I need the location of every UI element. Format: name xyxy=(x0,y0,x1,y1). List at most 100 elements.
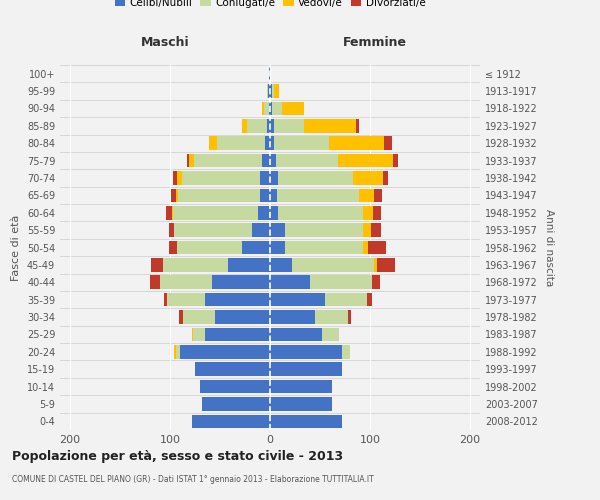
Bar xyxy=(270,310,315,324)
Bar xyxy=(274,119,304,132)
Bar xyxy=(262,154,270,168)
Bar xyxy=(315,310,348,324)
Y-axis label: Fasce di età: Fasce di età xyxy=(11,214,21,280)
Bar xyxy=(172,206,173,220)
Text: Femmine: Femmine xyxy=(343,36,407,50)
Bar xyxy=(169,224,174,237)
Bar xyxy=(359,188,374,202)
Bar xyxy=(258,206,270,220)
Bar xyxy=(270,397,332,410)
Bar xyxy=(212,276,270,289)
Bar xyxy=(270,119,274,132)
Bar xyxy=(176,345,180,358)
Bar xyxy=(163,258,228,272)
Bar xyxy=(264,102,269,115)
Bar xyxy=(285,224,363,237)
Bar xyxy=(228,258,270,272)
Bar xyxy=(151,258,163,272)
Bar xyxy=(177,171,182,185)
Bar xyxy=(356,119,359,132)
Bar xyxy=(270,293,325,306)
Bar xyxy=(278,206,363,220)
Bar xyxy=(269,102,270,115)
Bar xyxy=(270,136,274,150)
Bar xyxy=(177,240,242,254)
Bar xyxy=(187,154,189,168)
Bar xyxy=(205,293,270,306)
Bar xyxy=(270,188,277,202)
Bar xyxy=(174,345,176,358)
Bar xyxy=(292,258,374,272)
Legend: Celibi/Nubili, Coniugati/e, Vedovi/e, Divorziati/e: Celibi/Nubili, Coniugati/e, Vedovi/e, Di… xyxy=(110,0,430,12)
Bar xyxy=(194,154,262,168)
Bar xyxy=(183,310,215,324)
Text: Maschi: Maschi xyxy=(140,36,190,50)
Bar xyxy=(310,276,372,289)
Bar xyxy=(353,171,383,185)
Bar xyxy=(322,328,339,341)
Bar xyxy=(174,224,252,237)
Bar xyxy=(325,293,367,306)
Text: Popolazione per età, sesso e stato civile - 2013: Popolazione per età, sesso e stato civil… xyxy=(12,450,343,463)
Bar xyxy=(200,380,270,394)
Bar xyxy=(269,67,270,80)
Bar xyxy=(173,206,258,220)
Bar xyxy=(348,310,351,324)
Bar xyxy=(260,188,270,202)
Bar xyxy=(270,206,278,220)
Bar xyxy=(267,84,268,98)
Bar xyxy=(272,84,274,98)
Bar xyxy=(368,240,386,254)
Bar xyxy=(205,328,270,341)
Bar xyxy=(215,310,270,324)
Bar xyxy=(209,136,217,150)
Bar xyxy=(270,154,276,168)
Bar xyxy=(363,206,373,220)
Bar xyxy=(374,188,382,202)
Bar xyxy=(247,119,267,132)
Bar xyxy=(274,84,279,98)
Bar xyxy=(192,328,193,341)
Bar xyxy=(272,102,282,115)
Bar xyxy=(150,276,160,289)
Bar xyxy=(270,240,285,254)
Bar xyxy=(265,136,270,150)
Bar xyxy=(189,154,194,168)
Bar xyxy=(329,136,384,150)
Bar xyxy=(242,240,270,254)
Bar xyxy=(173,171,177,185)
Bar xyxy=(195,362,270,376)
Bar xyxy=(276,154,338,168)
Bar xyxy=(202,397,270,410)
Bar xyxy=(377,258,395,272)
Bar xyxy=(217,136,265,150)
Bar xyxy=(270,276,310,289)
Bar xyxy=(166,206,172,220)
Y-axis label: Anni di nascita: Anni di nascita xyxy=(544,209,554,286)
Bar xyxy=(182,171,260,185)
Bar xyxy=(270,171,278,185)
Bar xyxy=(270,362,342,376)
Bar xyxy=(252,224,270,237)
Bar xyxy=(285,240,363,254)
Bar xyxy=(267,119,270,132)
Bar xyxy=(383,171,388,185)
Bar xyxy=(373,206,381,220)
Bar xyxy=(260,171,270,185)
Bar xyxy=(371,224,381,237)
Bar xyxy=(176,188,178,202)
Bar xyxy=(193,328,205,341)
Bar xyxy=(178,188,260,202)
Bar xyxy=(268,84,270,98)
Bar xyxy=(277,188,359,202)
Bar xyxy=(304,119,356,132)
Bar xyxy=(384,136,392,150)
Bar xyxy=(179,310,183,324)
Bar xyxy=(180,345,270,358)
Bar xyxy=(270,380,332,394)
Bar xyxy=(270,258,292,272)
Bar xyxy=(192,414,270,428)
Bar xyxy=(338,154,393,168)
Bar xyxy=(363,224,371,237)
Bar xyxy=(374,258,377,272)
